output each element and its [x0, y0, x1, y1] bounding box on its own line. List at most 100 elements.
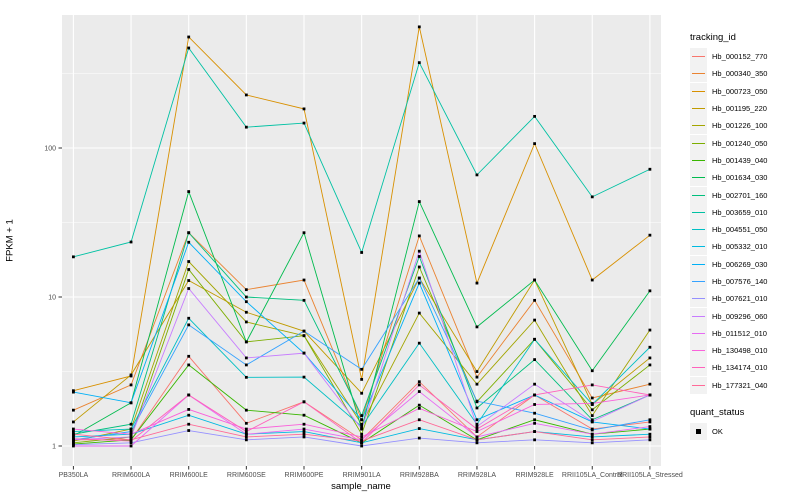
x-axis-title: sample_name: [331, 481, 391, 492]
data-point: [417, 311, 421, 315]
data-point: [360, 414, 364, 417]
legend-item-label: OK: [712, 427, 723, 437]
data-point: [302, 231, 306, 235]
line-swatch-icon: [692, 367, 705, 369]
data-point: [360, 425, 364, 428]
data-point: [129, 383, 133, 387]
data-point: [72, 444, 75, 448]
data-point: [533, 358, 536, 362]
data-point: [533, 430, 536, 433]
data-point: [475, 375, 479, 379]
legend-item-label: Hb_001240_050: [712, 138, 768, 148]
legend-item-label: Hb_001634_030: [712, 173, 768, 183]
data-point: [417, 200, 421, 203]
data-point: [187, 231, 191, 235]
data-point: [475, 427, 479, 431]
legend-key: [690, 65, 707, 83]
data-point: [302, 413, 306, 417]
data-point: [244, 421, 248, 425]
x-tick-label: RRII105LA_Control: [562, 472, 623, 479]
data-point: [648, 167, 652, 171]
data-point: [417, 403, 421, 407]
x-tick-label: RRIM600LE: [170, 472, 208, 479]
legend-item-Hb_000723_050: Hb_000723_050: [690, 82, 800, 100]
legend-key: [690, 238, 707, 256]
data-point: [129, 441, 133, 445]
data-point: [129, 435, 133, 439]
legend-item-Hb_007621_010: Hb_007621_010: [690, 290, 800, 308]
legend-key: [690, 342, 707, 360]
data-point: [417, 406, 421, 410]
legend-item-label: Hb_134174_010: [712, 363, 768, 373]
legend-title-tracking-id: tracking_id: [690, 32, 736, 43]
data-point: [417, 249, 421, 253]
data-point: [187, 393, 191, 397]
legend-item-Hb_001226_100: Hb_001226_100: [690, 117, 800, 135]
data-point: [187, 279, 191, 282]
data-point: [475, 281, 479, 285]
data-point: [187, 268, 191, 271]
legend-item-label: Hb_000152_770: [712, 52, 768, 62]
legend-item-Hb_177321_040: Hb_177321_040: [690, 376, 800, 394]
data-point: [417, 255, 421, 258]
data-point: [475, 418, 479, 422]
legend-item-Hb_011512_010: Hb_011512_010: [690, 324, 800, 342]
line-swatch-icon: [692, 298, 705, 300]
legend-item-label: Hb_003659_010: [712, 207, 768, 217]
data-point: [360, 377, 364, 381]
line-swatch-icon: [692, 90, 705, 92]
data-point: [72, 437, 75, 441]
data-point: [244, 125, 248, 129]
data-point: [533, 337, 536, 341]
x-tick-label: RRIM928BA: [400, 472, 439, 479]
data-point: [360, 439, 364, 443]
data-point: [648, 432, 652, 436]
data-point: [187, 429, 191, 432]
data-point: [417, 390, 421, 393]
data-point: [187, 316, 191, 320]
data-point: [129, 422, 133, 426]
data-point: [417, 276, 421, 280]
data-point: [648, 435, 652, 439]
legend-item-Hb_003659_010: Hb_003659_010: [690, 203, 800, 221]
data-point: [129, 240, 133, 244]
data-point: [648, 356, 652, 360]
data-point: [302, 430, 306, 433]
x-tick-label: RRIM928LE: [516, 472, 554, 479]
data-point: [129, 438, 133, 442]
data-point: [129, 373, 133, 377]
data-point: [244, 430, 248, 433]
data-point: [360, 441, 364, 445]
data-point: [360, 427, 364, 431]
legend-key: [690, 134, 707, 152]
legend-item-Hb_001240_050: Hb_001240_050: [690, 134, 800, 152]
data-point: [648, 345, 652, 349]
data-point: [590, 195, 594, 199]
legend-quant-status-block: quant_status OK: [690, 406, 800, 441]
data-point: [417, 341, 421, 345]
data-point: [129, 401, 133, 405]
legend-item-label: Hb_009296_060: [712, 311, 768, 321]
legend-item-label: Hb_011512_010: [712, 328, 767, 338]
data-point: [187, 413, 191, 417]
data-point: [72, 435, 75, 439]
data-point: [533, 438, 536, 442]
data-point: [244, 363, 248, 367]
legend-item-label: Hb_001195_220: [712, 104, 767, 114]
data-point: [475, 370, 479, 373]
data-point: [360, 251, 364, 254]
data-point: [244, 375, 248, 379]
legend-item-Hb_004551_050: Hb_004551_050: [690, 221, 800, 239]
legend-key: [690, 82, 707, 100]
data-point: [590, 383, 594, 387]
data-point: [533, 418, 536, 422]
line-swatch-icon: [692, 229, 705, 231]
data-point: [533, 382, 536, 386]
legend-item-Hb_130498_010: Hb_130498_010: [690, 342, 800, 360]
data-point: [648, 418, 652, 422]
data-point: [187, 260, 191, 263]
legend-key: [690, 423, 707, 441]
legend-key: [690, 221, 707, 239]
data-point: [302, 427, 306, 431]
